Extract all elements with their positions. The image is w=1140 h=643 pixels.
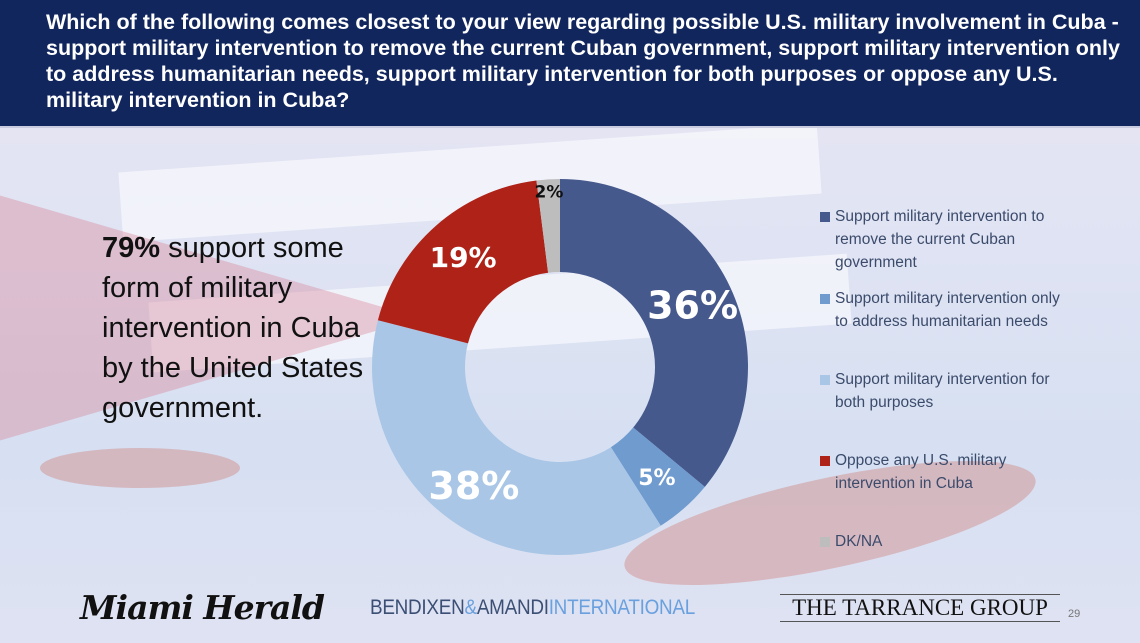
logo-text: &: [464, 596, 477, 619]
donut-slice: [610, 427, 705, 526]
legend-label: Support military intervention only to ad…: [835, 290, 1060, 330]
donut-slice: [372, 320, 661, 555]
bendixen-amandi-logo: BENDIXEN&AMANDIINTERNATIONAL: [370, 596, 695, 620]
legend-label: Oppose any U.S. military intervention in…: [835, 452, 1007, 492]
summary-callout: 79% support some form of military interv…: [102, 228, 364, 428]
question-header: Which of the following comes closest to …: [0, 0, 1140, 128]
legend-swatch: [820, 212, 830, 222]
legend-swatch: [820, 294, 830, 304]
callout-highlight: 79%: [102, 232, 161, 264]
miami-herald-logo: Miami Herald: [80, 588, 325, 627]
legend-label: Support military intervention for both p…: [835, 371, 1050, 411]
legend-swatch: [820, 375, 830, 385]
legend-swatch: [820, 456, 830, 466]
legend-swatch: [820, 537, 830, 547]
logo-text: BENDIXEN: [370, 596, 465, 619]
legend-item: DK/NA: [820, 530, 1035, 553]
legend-label: Support military intervention to remove …: [835, 208, 1045, 271]
donut-slice: [560, 179, 748, 487]
callout-text: support some form of military interventi…: [102, 232, 364, 424]
legend-item: Support military intervention for both p…: [820, 368, 1075, 414]
logo-text: AMANDI: [476, 596, 549, 619]
legend-item: Support military intervention to remove …: [820, 205, 1075, 274]
tarrance-group-logo: THE TARRANCE GROUP: [780, 594, 1060, 622]
donut-slice: [536, 179, 560, 273]
question-text: Which of the following comes closest to …: [46, 10, 1120, 112]
legend-label: DK/NA: [835, 533, 883, 550]
legend-item: Support military intervention only to ad…: [820, 287, 1075, 333]
page-number: 29: [1068, 608, 1081, 620]
island-shape: [40, 448, 240, 488]
legend-item: Oppose any U.S. military intervention in…: [820, 449, 1035, 495]
data-label: 36%: [647, 283, 738, 327]
donut-slice: [377, 180, 549, 344]
logo-text: INTERNATIONAL: [548, 596, 696, 619]
background-image: [0, 128, 1140, 643]
data-label: 38%: [428, 464, 519, 508]
data-label: 19%: [430, 241, 497, 274]
data-label: 5%: [638, 466, 675, 491]
flag-triangle: [0, 178, 420, 458]
data-label: 2%: [535, 182, 564, 202]
